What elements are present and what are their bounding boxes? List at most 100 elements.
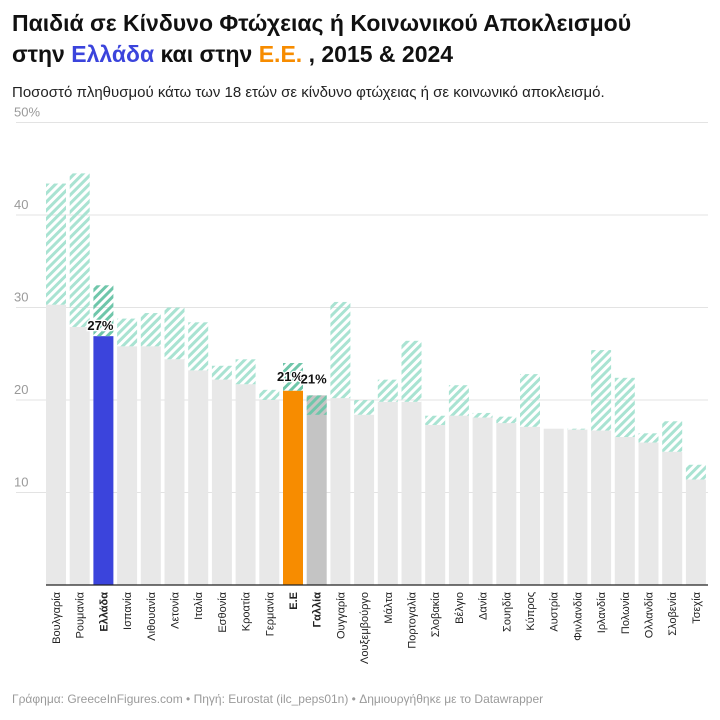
title-line1: Παιδιά σε Κίνδυνο Φτώχειας ή Κοινωνικού … — [12, 10, 632, 36]
title-suffix: , 2015 & 2024 — [302, 41, 454, 67]
bar-2015-hatched — [235, 359, 256, 385]
x-tick-label: Τσεχία — [691, 591, 703, 623]
bar-2024 — [567, 429, 588, 585]
bar-2024 — [377, 401, 398, 585]
bar-2024 — [283, 390, 303, 585]
x-tick-label: Γαλλία — [312, 592, 324, 628]
bar-2024 — [401, 401, 422, 585]
x-tick-label: Ισπανία — [122, 591, 134, 630]
x-tick-label: Κροατία — [241, 591, 253, 631]
x-tick-label: Δανία — [478, 591, 490, 620]
bar-2024 — [117, 346, 138, 585]
bar-2024 — [235, 384, 256, 585]
bar-2015-hatched — [377, 379, 398, 402]
bar-2015-hatched — [46, 183, 66, 305]
data-label: 27% — [87, 318, 113, 333]
bar-2024 — [188, 370, 209, 585]
bar-2024 — [330, 398, 351, 585]
bar-2015-hatched — [472, 412, 493, 418]
bar-2024 — [354, 414, 375, 585]
bar-2015-hatched — [591, 350, 612, 431]
bar-2015-hatched — [259, 389, 280, 400]
bar-2024 — [211, 379, 232, 585]
bar-2015-hatched — [685, 464, 706, 480]
y-tick-label: 10 — [14, 475, 28, 490]
title-eu: Ε.Ε. — [258, 41, 303, 67]
bar-2015-hatched — [662, 421, 683, 452]
x-tick-label: Σλοβακία — [430, 591, 442, 637]
x-tick-label: Σουηδία — [501, 591, 513, 632]
x-tick-label: Λιθουανία — [146, 591, 158, 640]
bar-2015-hatched — [614, 377, 635, 437]
bar-2024 — [259, 400, 280, 585]
x-tick-label: Πολωνία — [620, 591, 632, 634]
bar-2015-hatched — [638, 433, 659, 443]
title-prefix: στην — [12, 41, 72, 67]
x-tick-label: Αυστρία — [549, 591, 561, 631]
x-tick-label: Ε.Ε — [288, 592, 300, 610]
x-tick-label: Ρουμανία — [75, 591, 87, 638]
x-tick-label: Ουγγαρία — [335, 591, 347, 639]
bar-2024 — [520, 426, 540, 585]
data-label: 21% — [301, 371, 327, 386]
bar-2015-hatched — [93, 285, 114, 337]
data-label: 21% — [277, 369, 303, 384]
x-tick-label: Φινλανδία — [572, 591, 584, 640]
title-middle: και στην — [154, 41, 259, 67]
bar-chart: 10 20 30 40 50% Βουλγαρία Ρουμανία Ελλάδα Ισπανί… — [14, 105, 708, 664]
y-tick-label: 20 — [14, 382, 28, 397]
bar-2024 — [46, 304, 66, 585]
x-tick-label: Ιρλανδία — [596, 591, 608, 633]
bar-2024 — [425, 424, 446, 585]
bar-2015-hatched — [401, 340, 422, 402]
x-tick-label: Γερμανία — [264, 591, 276, 636]
bar-2015-hatched — [425, 415, 446, 425]
x-tick-label: Ελλάδα — [98, 592, 110, 632]
bar-2024 — [662, 451, 683, 585]
bar-2015-hatched — [448, 385, 469, 416]
y-tick-label: 30 — [14, 290, 28, 305]
chart-title: Παιδιά σε Κίνδυνο Φτώχειας ή Κοινωνικού … — [12, 8, 712, 70]
title-greece: Ελλάδα — [71, 41, 155, 67]
x-tick-label: Λετονία — [170, 591, 182, 629]
x-tick-label: Κύπρος — [525, 592, 537, 631]
x-tick-label: Ολλανδία — [644, 591, 656, 638]
bar-2024 — [638, 442, 659, 585]
x-tick-label: Ιταλία — [193, 591, 205, 620]
bar-2024 — [543, 428, 564, 585]
bar-2024 — [140, 346, 161, 585]
x-tick-label: Μάλτα — [383, 591, 395, 623]
chart-footer: Γράφημα: GreeceInFigures.com • Πηγή: Eur… — [12, 692, 544, 706]
bar-2015-hatched — [117, 318, 138, 347]
bar-2015-hatched — [354, 400, 375, 415]
bar-2024 — [306, 395, 327, 585]
bar-2015-hatched — [188, 322, 209, 371]
bar-2024 — [93, 336, 114, 585]
bar-2015-hatched — [140, 313, 161, 347]
bar-2024 — [69, 326, 90, 585]
bar-2024 — [614, 437, 635, 585]
x-tick-label: Βέλγιο — [454, 592, 466, 624]
x-tick-label: Λουξεμβούργο — [359, 592, 371, 664]
x-tick-label: Σλοβενία — [667, 591, 679, 635]
bar-2015-hatched — [567, 428, 588, 430]
bar-2024 — [591, 430, 612, 585]
bar-2024 — [448, 415, 469, 585]
chart-subtitle: Ποσοστό πληθυσμού κάτω των 18 ετών σε κί… — [12, 84, 605, 101]
bar-2024 — [164, 359, 185, 585]
bar-2024 — [685, 479, 706, 585]
bar-2015-hatched — [306, 395, 327, 415]
x-tick-label: Πορτογαλία — [407, 591, 419, 648]
bar-2015-hatched — [520, 374, 540, 427]
x-tick-label: Εσθονία — [217, 591, 229, 632]
bar-2015-hatched — [496, 416, 517, 424]
bar-2024 — [496, 423, 517, 585]
bar-2015-hatched — [283, 363, 303, 391]
y-tick-label: 50% — [14, 105, 40, 120]
bar-2015-hatched — [211, 365, 232, 380]
bar-2015-hatched — [164, 307, 185, 360]
x-tick-label: Βουλγαρία — [51, 591, 63, 644]
y-tick-label: 40 — [14, 197, 28, 212]
bar-2024 — [472, 417, 493, 585]
